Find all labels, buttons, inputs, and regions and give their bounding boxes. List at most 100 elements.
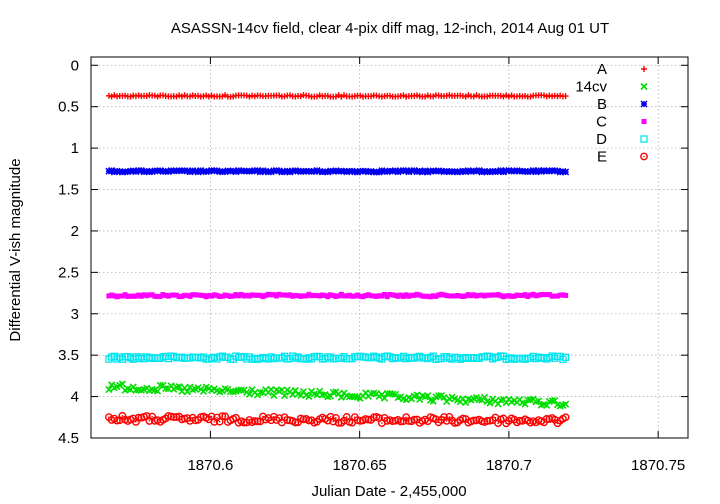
data-point-c [225,293,231,299]
data-point-a [230,93,237,100]
data-point-c [322,293,328,299]
data-point-b [310,167,318,175]
data-point-c [463,293,469,299]
data-point-c [430,293,436,299]
data-point-e-center [218,420,221,423]
data-point-c [176,294,182,300]
data-point-c [527,292,533,298]
data-points [105,92,570,428]
data-point-c [355,292,361,298]
data-point-b [283,167,291,175]
data-point-c [163,292,169,298]
data-point-b [535,166,543,175]
data-point-c [325,294,331,300]
data-point-b [410,166,418,175]
data-point-e-center [145,415,148,417]
data-point-c [114,294,120,300]
data-point-a [151,92,158,99]
data-point-c [465,292,471,298]
data-point-c [436,292,442,298]
data-point-c [555,293,561,299]
data-point-a [305,92,312,99]
data-point-e-center [216,416,218,419]
data-point-c [136,292,142,298]
data-point-c [217,293,223,299]
data-point-c [260,294,266,300]
data-point-c [376,293,382,299]
data-point-c [133,293,139,299]
data-point-b [537,167,545,175]
data-point-14cv [245,390,254,398]
data-point-c [157,293,163,299]
data-point-a [316,92,323,99]
data-point-c [422,293,428,299]
data-point-a [527,93,534,100]
data-point-b [499,168,507,176]
data-point-e-center [343,419,345,422]
data-point-14cv [429,397,437,405]
data-point-c [271,292,277,298]
data-point-e-center [332,420,335,423]
data-point-c [411,292,417,298]
data-point-c [328,292,334,298]
data-point-a [505,93,512,100]
data-point-a [286,92,293,99]
data-point-14cv [199,387,208,396]
data-point-a [251,93,258,100]
x-tick-label: 1870.75 [631,457,685,474]
data-point-c [503,293,509,299]
data-point-b [526,167,535,175]
x-tick-label: 1870.7 [486,457,532,474]
data-point-e-center [213,421,216,423]
data-point-a [368,93,375,100]
data-point-c [265,291,271,297]
data-point-e-center [402,420,405,422]
data-point-c [557,292,563,298]
data-point-c [173,292,179,298]
data-point-c [219,293,225,299]
data-point-a [500,93,507,100]
data-point-b [164,168,172,176]
data-point-14cv [105,386,113,394]
data-point-e-center [118,419,121,422]
data-point-b [413,168,421,176]
data-point-a [143,93,150,100]
y-tick-label: 1.5 [58,182,79,199]
data-point-c [341,293,347,299]
data-point-b [462,168,470,176]
data-point-c [457,293,463,299]
data-point-c [365,292,371,298]
data-point-c [525,294,531,300]
data-point-c [298,293,304,299]
data-point-c [233,292,239,298]
data-point-c [119,293,125,299]
data-point-14cv [543,401,551,409]
data-point-a [195,92,202,99]
data-point-c [544,292,550,298]
data-point-c [492,292,498,298]
series-e [105,411,570,428]
data-point-b [378,167,386,175]
data-point-c [125,293,131,299]
data-point-e-center [135,421,137,423]
data-point-14cv [281,391,289,400]
data-point-a [105,92,112,99]
legend-label: B [597,96,607,113]
data-point-c [209,293,215,299]
data-point-b [418,168,426,176]
data-point-c [273,293,279,299]
data-point-c [236,293,242,299]
data-point-b [497,167,505,175]
data-point-c [357,293,363,299]
data-point-c [484,292,490,298]
data-point-c [444,293,450,299]
y-tick-label: 3.5 [58,347,79,364]
y-tick-label: 1 [71,140,79,157]
data-point-c [268,292,274,298]
data-point-b [416,167,424,175]
data-point-a [540,92,547,99]
data-point-c [279,292,285,298]
data-point-b [394,168,402,176]
data-point-c [352,293,358,299]
data-point-c [446,293,452,299]
